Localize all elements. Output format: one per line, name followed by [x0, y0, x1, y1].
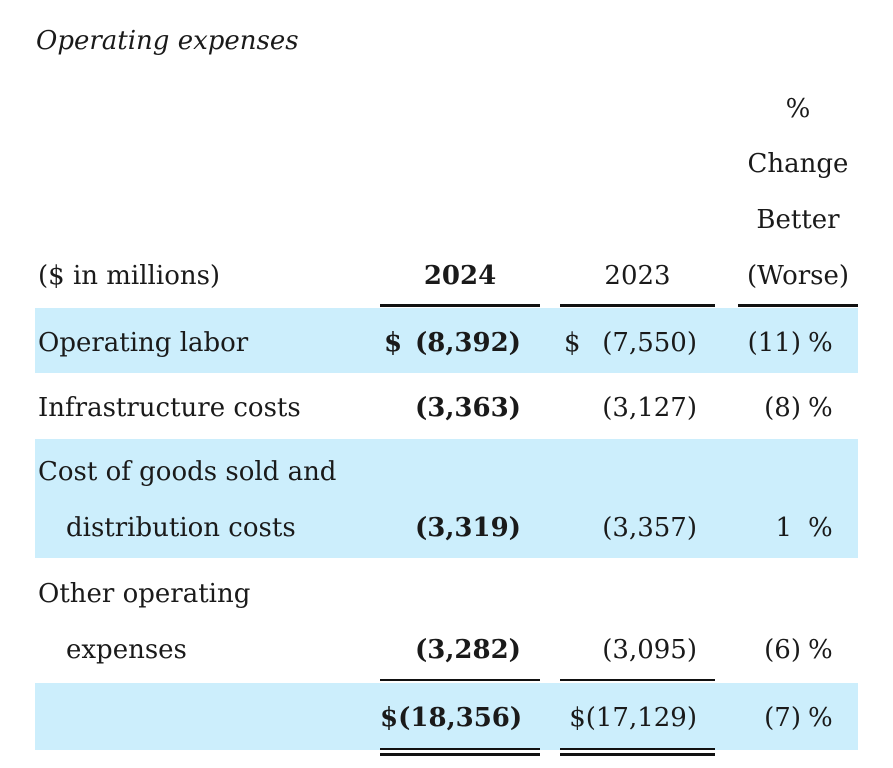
row-label: Other operating [38, 579, 251, 609]
header-2024: 2024 [423, 261, 497, 291]
header-units: ($ in millions) [38, 261, 221, 291]
value-2024: (8,392) [414, 328, 521, 358]
change-value: (8) [764, 393, 801, 423]
percent-sign: % [808, 393, 833, 423]
row-band [35, 439, 858, 558]
row-label-continued: expenses [66, 635, 187, 665]
total-2023: $(17,129) [569, 703, 697, 733]
change-value: 1 [775, 513, 792, 543]
total-2024: $(18,356) [380, 703, 523, 733]
value-2023: (3,357) [602, 513, 697, 543]
row-label: Cost of goods sold and [38, 457, 337, 487]
subtotal-underline-2023 [560, 679, 715, 681]
section-title: Operating expenses [36, 26, 299, 56]
value-2024: (3,319) [414, 513, 521, 543]
change-value: (6) [764, 635, 801, 665]
double-underline-2023 [560, 753, 715, 756]
header-2023: 2023 [604, 261, 671, 291]
header-change-line3: Better [756, 205, 840, 235]
percent-sign: % [808, 328, 833, 358]
subtotal-underline-2024 [380, 679, 540, 681]
row-label: Infrastructure costs [38, 393, 301, 423]
change-value: (11) [747, 328, 801, 358]
double-underline-2023 [560, 748, 715, 750]
value-2023: (3,095) [602, 635, 697, 665]
header-change-line4: (Worse) [746, 261, 850, 291]
header-change-line1: % [785, 94, 811, 124]
header-underline-2023 [560, 304, 715, 307]
row-label-continued: distribution costs [66, 513, 296, 543]
header-underline-2024 [380, 304, 540, 307]
header-change-line2: Change [747, 149, 849, 179]
row-band [35, 308, 858, 373]
value-2023: (3,127) [602, 393, 697, 423]
double-underline-2024 [380, 753, 540, 756]
row-label: Operating labor [38, 328, 249, 358]
value-2024: (3,282) [414, 635, 521, 665]
double-underline-2024 [380, 748, 540, 750]
percent-sign: % [808, 703, 833, 733]
percent-sign: % [808, 635, 833, 665]
header-underline-change [738, 304, 858, 307]
dollar-sign: $ [384, 328, 403, 358]
value-2024: (3,363) [414, 393, 521, 423]
percent-sign: % [808, 513, 833, 543]
row-band [35, 683, 858, 750]
total-change: (7) [764, 703, 801, 733]
value-2023: (7,550) [602, 328, 697, 358]
dollar-sign: $ [564, 328, 581, 358]
